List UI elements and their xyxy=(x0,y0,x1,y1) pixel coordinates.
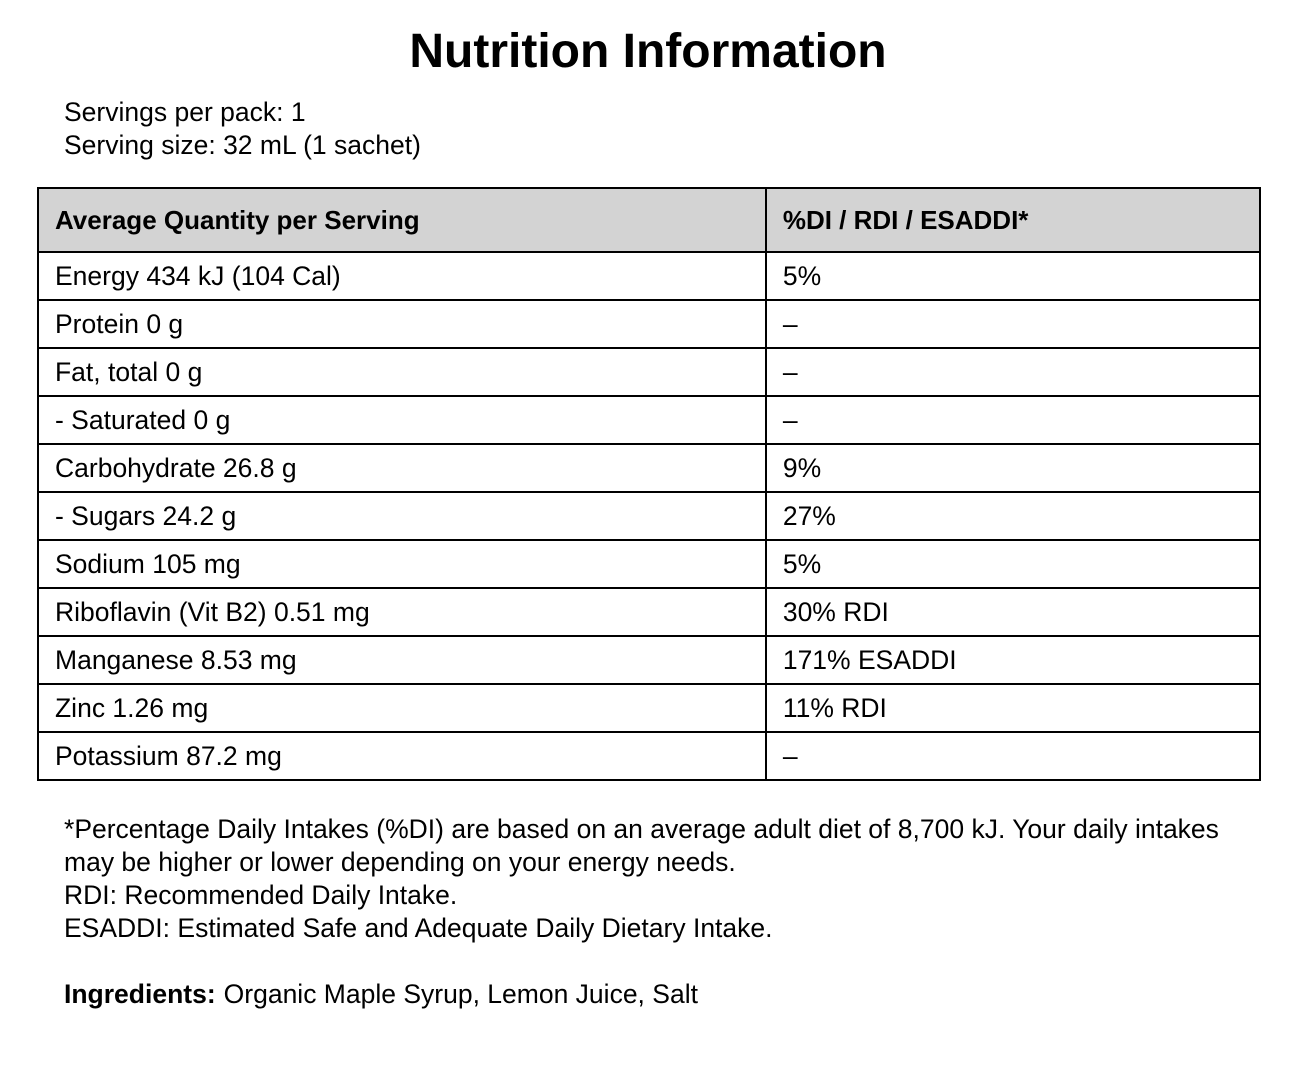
nutrient-cell: Potassium 87.2 mg xyxy=(37,731,767,781)
serving-size-line: Serving size: 32 mL (1 sachet) xyxy=(64,130,421,160)
serving-info: Servings per pack: 1 Serving size: 32 mL… xyxy=(64,96,1296,162)
footnote-esaddi: ESADDI: Estimated Safe and Adequate Dail… xyxy=(64,913,773,943)
di-cell: 30% RDI xyxy=(764,587,1262,637)
di-cell: 5% xyxy=(764,539,1262,589)
di-cell: – xyxy=(764,347,1262,397)
nutrition-table: Average Quantity per Serving %DI / RDI /… xyxy=(37,187,1262,781)
nutrition-label: Nutrition Information Servings per pack:… xyxy=(0,24,1296,1011)
table-row: Sodium 105 mg 5% xyxy=(37,539,1262,589)
table-row: Fat, total 0 g – xyxy=(37,347,1262,397)
nutrient-cell: Energy 434 kJ (104 Cal) xyxy=(37,251,767,301)
nutrient-cell: Riboflavin (Vit B2) 0.51 mg xyxy=(37,587,767,637)
nutrition-table-body: Energy 434 kJ (104 Cal) 5% Protein 0 g –… xyxy=(37,251,1262,781)
table-header-row: Average Quantity per Serving %DI / RDI /… xyxy=(37,187,1262,253)
di-cell: 9% xyxy=(764,443,1262,493)
table-row: Zinc 1.26 mg 11% RDI xyxy=(37,683,1262,733)
nutrient-cell: - Saturated 0 g xyxy=(37,395,767,445)
di-cell: – xyxy=(764,299,1262,349)
column-header-quantity: Average Quantity per Serving xyxy=(37,187,767,253)
nutrient-cell: Protein 0 g xyxy=(37,299,767,349)
ingredients-value: Organic Maple Syrup, Lemon Juice, Salt xyxy=(223,979,698,1009)
nutrient-cell: Carbohydrate 26.8 g xyxy=(37,443,767,493)
page-title: Nutrition Information xyxy=(409,25,887,78)
di-cell: 171% ESADDI xyxy=(764,635,1262,685)
servings-per-pack-line: Servings per pack: 1 xyxy=(64,97,306,127)
nutrient-cell: Fat, total 0 g xyxy=(37,347,767,397)
table-row: Potassium 87.2 mg – xyxy=(37,731,1262,781)
table-row: Energy 434 kJ (104 Cal) 5% xyxy=(37,251,1262,301)
nutrient-cell: - Sugars 24.2 g xyxy=(37,491,767,541)
footnote-rdi: RDI: Recommended Daily Intake. xyxy=(64,880,458,910)
di-cell: – xyxy=(764,395,1262,445)
table-row: Manganese 8.53 mg 171% ESADDI xyxy=(37,635,1262,685)
table-row: Riboflavin (Vit B2) 0.51 mg 30% RDI xyxy=(37,587,1262,637)
table-row: - Sugars 24.2 g 27% xyxy=(37,491,1262,541)
nutrient-cell: Zinc 1.26 mg xyxy=(37,683,767,733)
ingredients-line: Ingredients: Organic Maple Syrup, Lemon J… xyxy=(64,978,1238,1011)
footnote-daily-intake: *Percentage Daily Intakes (%DI) are base… xyxy=(64,814,1219,877)
di-cell: 11% RDI xyxy=(764,683,1262,733)
column-header-di: %DI / RDI / ESADDI* xyxy=(764,187,1262,253)
di-cell: 27% xyxy=(764,491,1262,541)
footnotes: *Percentage Daily Intakes (%DI) are base… xyxy=(64,813,1238,945)
ingredients-label: Ingredients: xyxy=(64,979,216,1009)
table-row: - Saturated 0 g – xyxy=(37,395,1262,445)
di-cell: – xyxy=(764,731,1262,781)
table-row: Carbohydrate 26.8 g 9% xyxy=(37,443,1262,493)
di-cell: 5% xyxy=(764,251,1262,301)
table-row: Protein 0 g – xyxy=(37,299,1262,349)
nutrient-cell: Manganese 8.53 mg xyxy=(37,635,767,685)
nutrient-cell: Sodium 105 mg xyxy=(37,539,767,589)
